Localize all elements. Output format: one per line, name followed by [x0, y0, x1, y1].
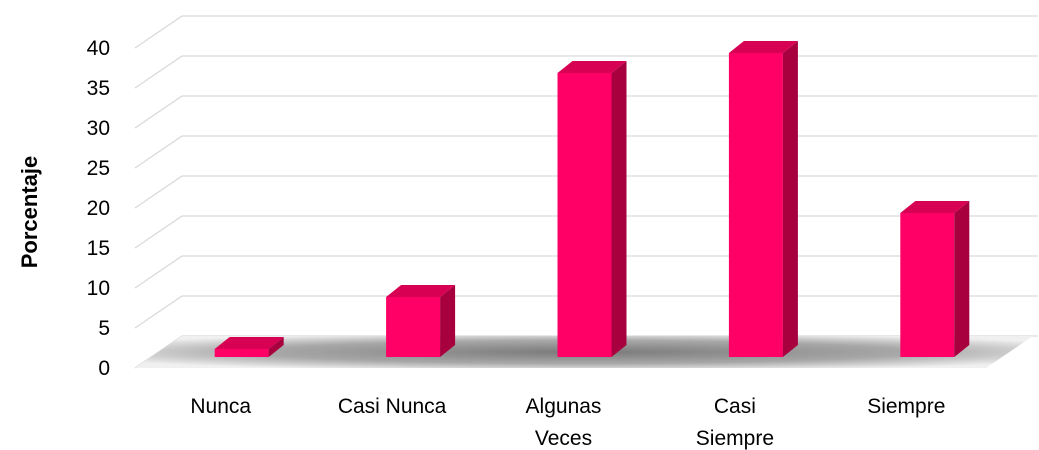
category-label: Casi Nunca: [338, 395, 447, 418]
bar-top: [900, 201, 970, 213]
bar: [557, 61, 627, 357]
category-label: Casi Siempre: [696, 395, 774, 450]
y-tick-label: 40: [87, 37, 110, 60]
bars: [214, 41, 970, 357]
bar-top: [214, 337, 284, 349]
bar-side: [782, 41, 798, 357]
bar-side: [611, 61, 627, 357]
bar-side: [268, 337, 284, 357]
bar-top: [386, 285, 456, 297]
y-tick-label: 35: [87, 77, 110, 100]
y-axis-title: Porcentaje: [17, 156, 42, 269]
gridlines: [134, 15, 1038, 369]
bar: [728, 41, 798, 357]
y-tick-label: 25: [87, 157, 110, 180]
y-tick-label: 10: [87, 277, 110, 300]
y-tick-label: 20: [87, 197, 110, 220]
y-tick-label: 0: [98, 357, 110, 380]
bar: [214, 337, 284, 357]
bar-front: [386, 297, 441, 357]
bar-top: [557, 61, 627, 73]
gridline: [134, 15, 1038, 49]
x-axis-categories: Nunca Casi Nunca Algunas Veces Casi Siempre Si…: [190, 395, 945, 450]
bar-front: [900, 213, 955, 357]
bar: [386, 285, 456, 357]
category-label: Algunas Veces: [526, 395, 602, 450]
bar-top: [728, 41, 798, 53]
category-label: Nunca: [190, 395, 251, 418]
y-tick-label: 30: [87, 117, 110, 140]
y-tick-label: 15: [87, 237, 110, 260]
bar-front: [557, 73, 612, 357]
y-tick-label: 5: [98, 317, 110, 340]
bar-front: [214, 349, 269, 357]
bar: [900, 201, 970, 357]
bar-front: [728, 53, 783, 357]
bar-side: [440, 285, 456, 357]
bar-side: [954, 201, 970, 357]
y-axis-ticks: 0 5 10 15 20 25 30 35 40: [87, 37, 110, 380]
category-label: Siempre: [867, 395, 945, 418]
